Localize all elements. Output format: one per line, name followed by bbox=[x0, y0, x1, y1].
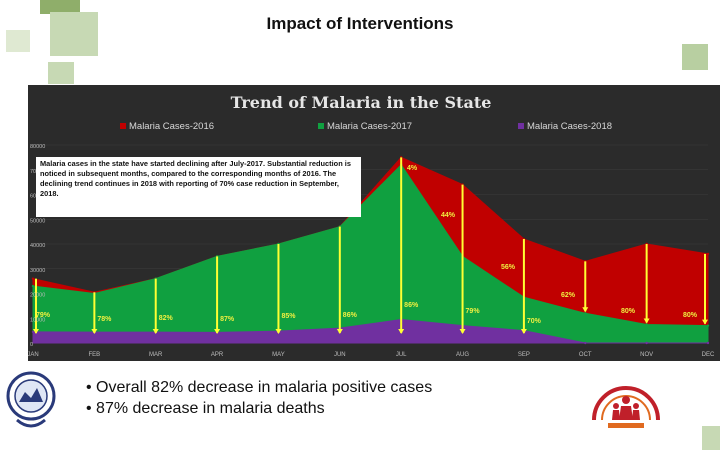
x-tick-label: OCT bbox=[579, 352, 592, 358]
x-tick-label: APR bbox=[211, 352, 224, 358]
reduction-label: 79% bbox=[36, 312, 51, 319]
decline-label: 80% bbox=[683, 312, 698, 319]
chart-arrows bbox=[33, 157, 708, 334]
legend-label: Malaria Cases-2018 bbox=[527, 121, 612, 132]
series-point bbox=[706, 324, 710, 327]
series-point bbox=[584, 312, 587, 315]
legend-swatch bbox=[120, 123, 126, 129]
reduction-arrow-head bbox=[582, 307, 589, 313]
chart-labels: 79% 78% 82% 87% 85% 86% 86% 79% 70% 4% 44% 56% 62% 80… bbox=[36, 165, 698, 325]
x-tick-label: JAN bbox=[28, 352, 39, 358]
x-tick-label: AUG bbox=[456, 352, 469, 358]
reduction-label: 78% bbox=[97, 316, 112, 323]
x-tick-label: JUL bbox=[396, 352, 407, 358]
decline-label: 80% bbox=[621, 308, 636, 315]
reduction-label: 70% bbox=[527, 318, 542, 325]
y-tick-label: 0 bbox=[30, 342, 33, 348]
x-tick-label: FEB bbox=[89, 352, 101, 358]
chart-annotation: Malaria cases in the state have started … bbox=[40, 159, 351, 198]
reduction-arrow-head bbox=[398, 329, 405, 334]
reduction-label: 87% bbox=[220, 316, 235, 323]
legend-swatch bbox=[318, 123, 324, 129]
decor-square bbox=[40, 0, 80, 14]
bullet-item: • Overall 82% decrease in malaria positi… bbox=[86, 379, 433, 396]
series-point bbox=[706, 252, 710, 256]
series-point bbox=[31, 277, 35, 280]
y-tick-label: 30000 bbox=[30, 268, 45, 274]
decline-label: 56% bbox=[501, 264, 516, 271]
series-point bbox=[706, 341, 710, 345]
reduction-arrow-head bbox=[152, 329, 159, 334]
series-point bbox=[645, 341, 648, 345]
series-point bbox=[31, 284, 35, 288]
decline-label: 4% bbox=[407, 165, 418, 172]
chart-legend: Malaria Cases-2016 Malaria Cases-2017 Mala… bbox=[120, 121, 612, 132]
legend-label: Malaria Cases-2016 bbox=[129, 121, 214, 132]
bullet-list: • Overall 82% decrease in malaria positi… bbox=[86, 377, 432, 419]
y-tick-label: 80000 bbox=[30, 144, 45, 150]
reduction-arrow-head bbox=[33, 329, 39, 334]
decline-label: 44% bbox=[441, 212, 456, 219]
national-health-mission-logo bbox=[592, 386, 660, 428]
x-axis: JAN FEB MAR APR MAY JUN JUL AUG SEP OCT NOV DEC bbox=[28, 352, 715, 358]
x-tick-label: MAY bbox=[272, 352, 285, 358]
reduction-arrow-head bbox=[702, 319, 708, 325]
series-point bbox=[31, 330, 35, 334]
x-tick-label: NOV bbox=[640, 352, 653, 358]
chart-title: Trend of Malaria in the State bbox=[231, 93, 492, 112]
reduction-arrow-head bbox=[91, 329, 98, 334]
y-tick-label: 50000 bbox=[30, 218, 45, 224]
decor-square bbox=[702, 426, 720, 450]
slide-title: Impact of Interventions bbox=[266, 14, 454, 33]
decline-label: 62% bbox=[561, 292, 576, 299]
series-point bbox=[645, 323, 648, 326]
malaria-trend-chart: Trend of Malaria in the State Malaria Ca… bbox=[28, 85, 720, 361]
decor-square bbox=[48, 62, 74, 84]
decor-square bbox=[6, 30, 30, 52]
reduction-arrow-head bbox=[643, 318, 650, 324]
reduction-label: 85% bbox=[281, 313, 296, 320]
series-area bbox=[32, 318, 708, 344]
reduction-label: 79% bbox=[466, 308, 481, 315]
annotation-box bbox=[36, 157, 361, 217]
reduction-arrow-head bbox=[459, 329, 466, 334]
legend-label: Malaria Cases-2017 bbox=[327, 121, 412, 132]
y-tick-label: 40000 bbox=[30, 243, 45, 249]
reduction-arrow-head bbox=[275, 329, 282, 334]
y-tick-label: 20000 bbox=[30, 293, 45, 299]
state-emblem-logo bbox=[6, 371, 56, 428]
decor-square bbox=[682, 44, 708, 70]
reduction-arrow-head bbox=[520, 329, 527, 334]
reduction-label: 86% bbox=[404, 302, 419, 309]
x-tick-label: JUN bbox=[334, 352, 346, 358]
reduction-arrow-head bbox=[336, 329, 343, 334]
bullet-item: • 87% decrease in malaria deaths bbox=[86, 400, 325, 417]
x-tick-label: MAR bbox=[149, 352, 163, 358]
series-point bbox=[584, 341, 587, 345]
y-tick-label: 10000 bbox=[30, 317, 45, 323]
reduction-label: 82% bbox=[159, 315, 174, 322]
x-tick-label: DEC bbox=[702, 352, 715, 358]
chart-areas bbox=[31, 156, 710, 345]
reduction-label: 86% bbox=[343, 312, 358, 319]
reduction-arrow-head bbox=[214, 329, 221, 334]
x-tick-label: SEP bbox=[518, 352, 530, 358]
legend-swatch bbox=[518, 123, 524, 129]
decor-square bbox=[50, 12, 98, 56]
